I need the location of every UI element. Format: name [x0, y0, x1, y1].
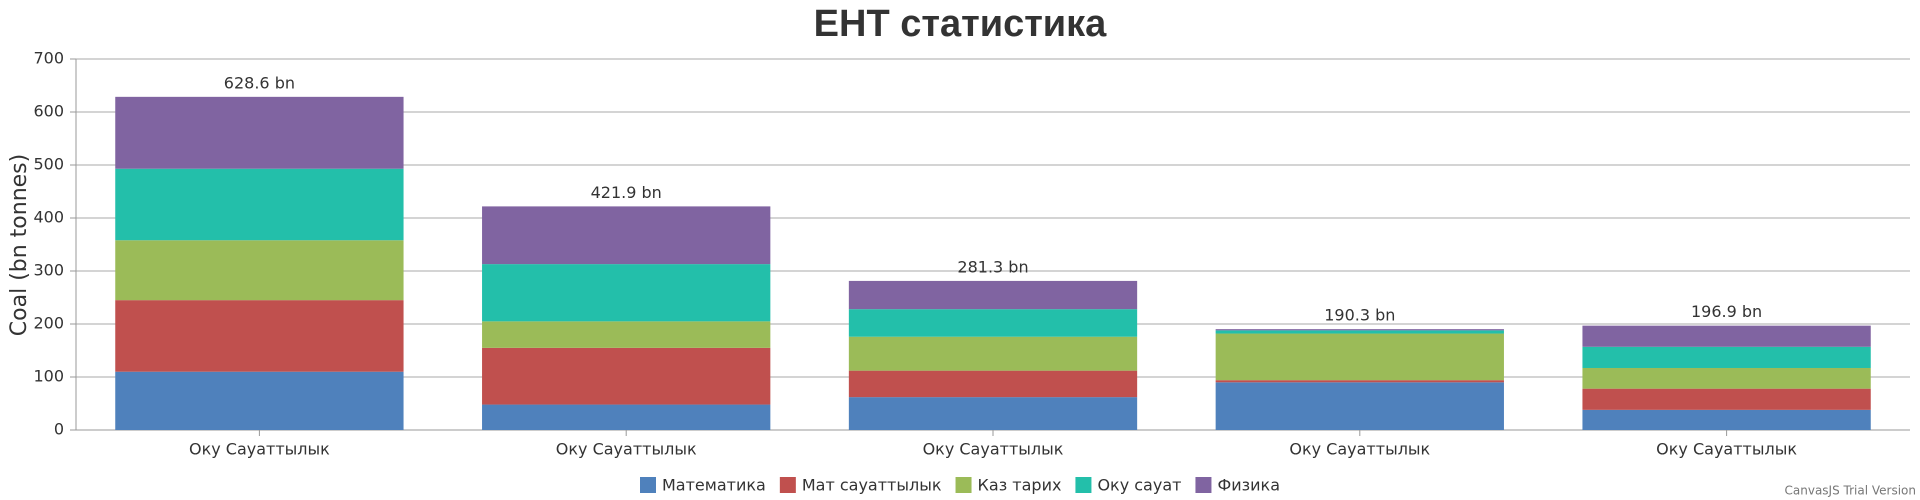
bar-segment [848, 309, 1138, 337]
bar-segment [848, 370, 1138, 398]
total-label: 196.9 bn [1691, 302, 1762, 321]
total-label: 421.9 bn [591, 183, 662, 202]
bar-segment [848, 336, 1138, 371]
total-label: 281.3 bn [957, 257, 1028, 276]
bar-segment [1582, 388, 1871, 410]
y-tick-label: 200 [33, 314, 64, 333]
total-label: 190.3 bn [1324, 306, 1395, 325]
x-tick-label: Оку Сауаттылык [189, 440, 330, 459]
bar-segment [482, 404, 771, 430]
legend-label: Мат сауаттылык [802, 476, 942, 495]
bar-segment [1582, 367, 1871, 389]
chart-title: ЕНТ статистика [814, 3, 1108, 45]
bar-segment [1582, 325, 1871, 347]
legend-swatch [779, 477, 796, 493]
y-tick-label: 500 [33, 155, 64, 174]
bar-segment [1215, 380, 1504, 383]
y-tick-label: 0 [54, 420, 64, 439]
legend-label: Оку сауат [1097, 476, 1181, 495]
bar-segment [848, 397, 1138, 430]
x-tick-label: Оку Сауаттылык [1656, 440, 1797, 459]
bar-segment [1582, 409, 1871, 430]
y-axis-title: Coal (bn tonnes) [7, 154, 32, 336]
x-tick-label: Оку Сауаттылык [1289, 440, 1430, 459]
y-tick-label: 600 [33, 102, 64, 121]
bar-segment [1215, 329, 1504, 331]
legend-label: Физика [1217, 476, 1280, 495]
x-tick-label: Оку Сауаттылык [923, 440, 1064, 459]
legend-swatch [640, 477, 656, 493]
bar-segment [115, 168, 404, 241]
bar-segment [115, 300, 404, 372]
bar-segment [115, 371, 404, 430]
bar-segment [482, 206, 771, 265]
total-label: 628.6 bn [224, 73, 295, 92]
y-tick-label: 100 [33, 367, 64, 386]
x-tick-label: Оку Сауаттылык [556, 440, 697, 459]
bar-segment [1215, 382, 1504, 430]
bar-segment [848, 280, 1138, 310]
bar-segment [1215, 333, 1504, 381]
y-tick-label: 700 [33, 49, 64, 68]
bar-segment [482, 347, 771, 405]
legend-swatch [1195, 477, 1212, 493]
legend-label: Математика [662, 476, 766, 495]
bar-segment [482, 264, 771, 322]
bar-segment [482, 321, 771, 348]
bar-segment [115, 96, 404, 169]
legend-swatch [1075, 477, 1092, 493]
legend-swatch [955, 477, 972, 493]
bar-segment [1582, 346, 1871, 368]
y-tick-label: 300 [33, 261, 64, 280]
watermark: CanvasJS Trial Version [1785, 484, 1916, 498]
bar-segment [115, 240, 404, 301]
y-tick-label: 400 [33, 208, 64, 227]
bar-segment [1215, 330, 1504, 334]
legend-label: Каз тарих [978, 476, 1062, 495]
